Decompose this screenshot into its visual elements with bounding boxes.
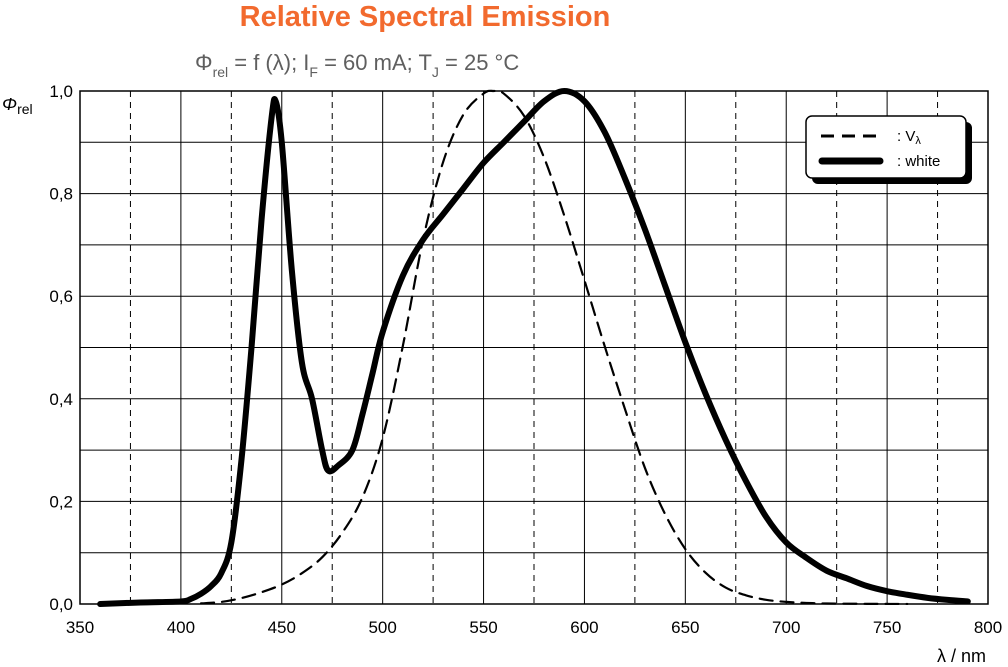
x-tick-label: 800 (974, 618, 1002, 637)
x-tick-label: 350 (66, 618, 94, 637)
x-tick-label: 500 (368, 618, 396, 637)
y-tick-label: 0,8 (49, 185, 73, 204)
curves (97, 88, 971, 607)
y-tick-label: 1,0 (49, 82, 73, 101)
plot-frame (79, 90, 989, 605)
legend-box (805, 115, 967, 179)
series-white-line (97, 88, 971, 607)
y-tick-label: 0,2 (49, 492, 73, 511)
x-tick-label: 550 (469, 618, 497, 637)
y-axis-label: Φrel (2, 94, 33, 117)
series-v-lambda-line (199, 89, 909, 606)
x-tick-label: 400 (167, 618, 195, 637)
tick-labels: 350 400 450 500 550 600 650 700 750 800 0,0 0,2 0,4 0… (49, 82, 1002, 637)
chart-subtitle: Φrel = f (λ); IF = 60 mA; TJ = 25 °C (195, 50, 519, 80)
y-tick-label: 0,6 (49, 287, 73, 306)
legend-label-white: : white (897, 153, 940, 170)
x-tick-label: 700 (772, 618, 800, 637)
chart-title: Relative Spectral Emission (240, 1, 611, 33)
legend-label-v-lambda: : Vλ (897, 128, 921, 147)
y-tick-label: 0,4 (49, 390, 73, 409)
x-tick-label: 450 (268, 618, 296, 637)
y-tick-label: 0,0 (49, 595, 73, 614)
x-tick-label: 750 (873, 618, 901, 637)
x-axis-label: λ / nm (937, 646, 986, 666)
x-tick-label: 650 (671, 618, 699, 637)
legend: : Vλ : white (805, 115, 972, 184)
x-tick-label: 600 (570, 618, 598, 637)
